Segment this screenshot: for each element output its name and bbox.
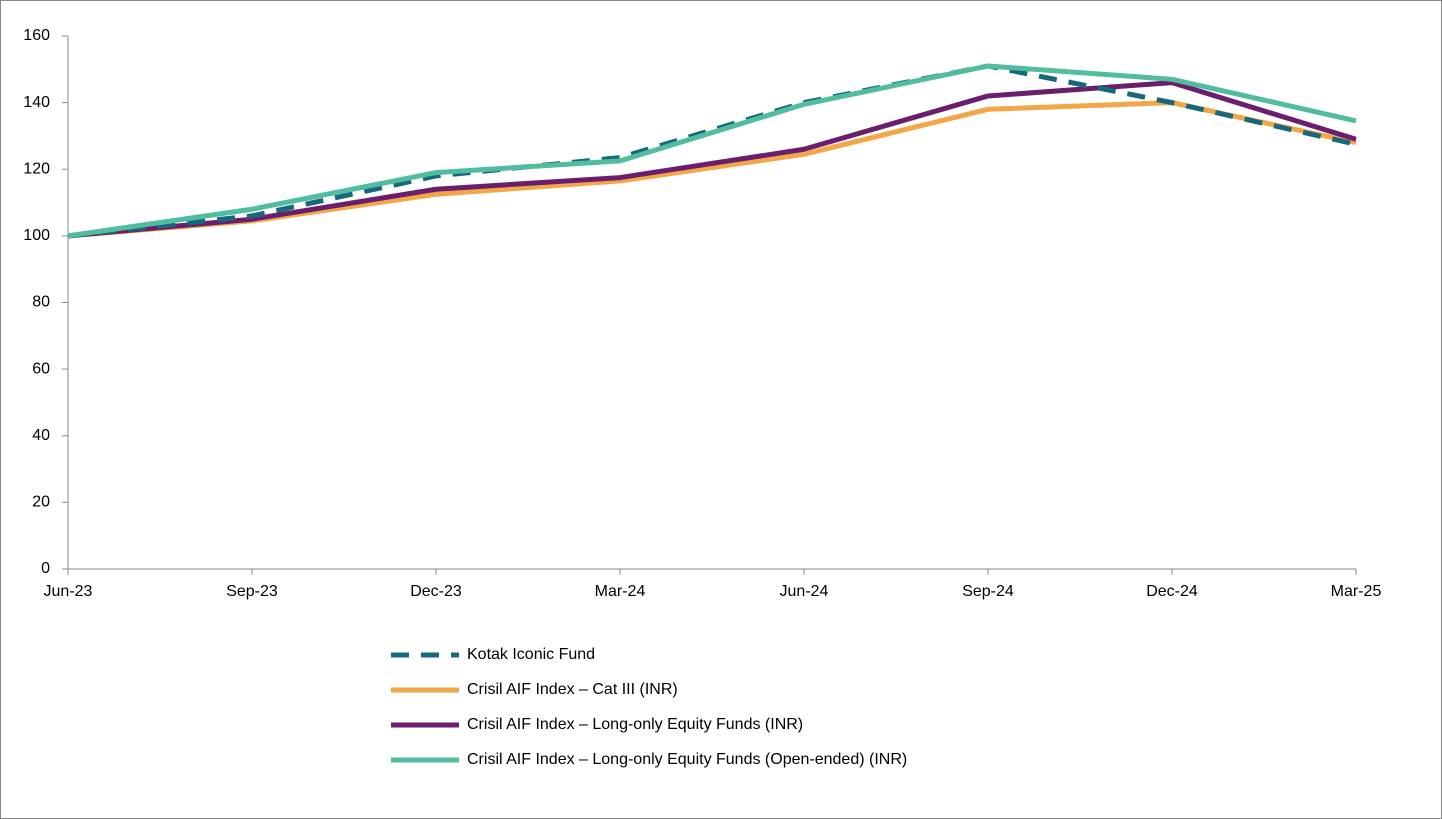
y-tick-label: 20 bbox=[32, 494, 50, 511]
y-tick-label: 40 bbox=[32, 427, 50, 444]
x-tick-label: Jun-24 bbox=[780, 583, 829, 600]
y-tick-label: 100 bbox=[23, 227, 50, 244]
legend-label: Crisil AIF Index – Cat III (INR) bbox=[467, 681, 678, 698]
series-line bbox=[67, 80, 1357, 239]
y-tick-label: 120 bbox=[23, 160, 50, 177]
x-tick-label: Dec-23 bbox=[410, 583, 462, 600]
x-tick-label: Sep-23 bbox=[226, 583, 278, 600]
y-tick-label: 60 bbox=[32, 360, 50, 377]
x-tick-label: Jun-23 bbox=[44, 583, 93, 600]
y-tick-label: 80 bbox=[32, 294, 50, 311]
series-line bbox=[67, 63, 1357, 239]
x-tick-label: Dec-24 bbox=[1146, 583, 1198, 600]
x-tick-label: Sep-24 bbox=[962, 583, 1014, 600]
series-line bbox=[67, 63, 1357, 239]
legend-label: Crisil AIF Index – Long-only Equity Fund… bbox=[467, 751, 907, 768]
y-tick-label: 160 bbox=[23, 27, 50, 44]
x-tick-label: Mar-24 bbox=[595, 583, 646, 600]
legend-label: Crisil AIF Index – Long-only Equity Fund… bbox=[467, 716, 803, 733]
y-tick-label: 140 bbox=[23, 94, 50, 111]
legend-label: Kotak Iconic Fund bbox=[467, 646, 595, 663]
x-tick-label: Mar-25 bbox=[1331, 583, 1382, 600]
y-tick-label: 0 bbox=[41, 560, 50, 577]
